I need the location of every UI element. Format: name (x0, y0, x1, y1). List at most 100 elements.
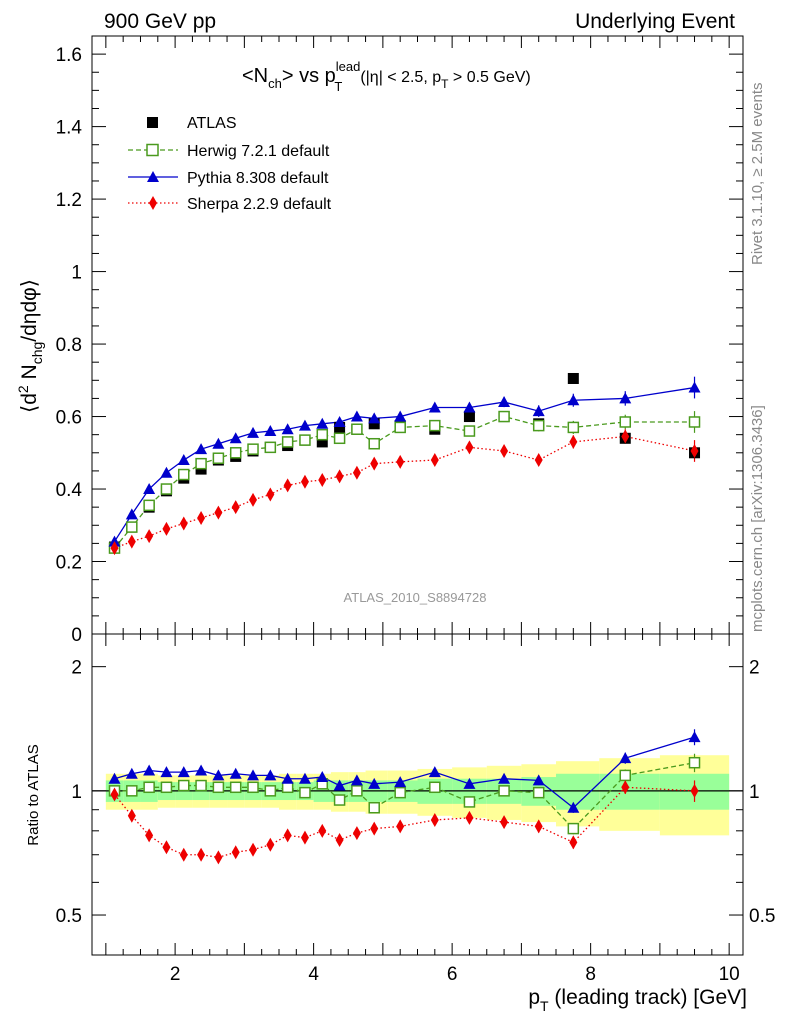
header-right: Underlying Event (575, 10, 735, 33)
data-point-main-1 (126, 521, 138, 533)
data-point-main-1 (463, 425, 476, 437)
data-point-ratio-3 (283, 828, 292, 843)
legend-entry-atlas: ATLAS (147, 115, 237, 132)
data-point-main-3 (283, 478, 292, 493)
y-tick-label-ratio-right: 0.5 (749, 906, 775, 927)
chart-title: <Nch> vs plead T(|η| < 2.5, pT > 0.5 GeV) (242, 59, 531, 94)
data-point-ratio-3 (370, 821, 379, 836)
data-point-main-1 (351, 423, 363, 435)
data-point-main-3 (249, 492, 258, 507)
data-point-ratio-1 (498, 785, 510, 797)
data-point-main-2 (247, 426, 260, 438)
data-point-main-1 (429, 419, 441, 432)
title-cond-sub: T (441, 77, 449, 91)
data-point-ratio-1 (281, 781, 294, 794)
data-point-main-2 (428, 401, 441, 413)
legend-marker-herwig (146, 143, 159, 157)
data-point-ratio-1 (143, 781, 155, 794)
data-point-main-3 (110, 541, 119, 556)
data-point-ratio-1 (229, 781, 242, 794)
data-point-main-2 (298, 419, 311, 431)
y-tick-label-ratio-right: 2 (749, 658, 760, 679)
x-tick-label: 2 (170, 964, 181, 985)
title-mid: > vs p (282, 65, 336, 87)
data-point-main-3 (300, 474, 309, 489)
data-point-ratio-2 (177, 766, 190, 778)
legend-label-pythia: Pythia 8.308 default (187, 170, 329, 187)
data-point-main-3 (127, 534, 136, 549)
data-point-main-1 (229, 447, 242, 459)
title-mid-sup: lead (336, 59, 361, 74)
data-point-ratio-1 (212, 781, 225, 794)
y-tick-label-ratio-left: 0.5 (56, 906, 82, 927)
data-point-ratio-3 (197, 847, 206, 862)
data-point-ratio-1 (429, 781, 441, 794)
data-point-main-3 (352, 465, 361, 480)
legend-label-sherpa: Sherpa 2.2.9 default (187, 196, 332, 213)
y-tick-label-ratio-left: 1 (71, 782, 82, 803)
data-point-ratio-2 (428, 766, 441, 778)
data-point-main-1 (212, 452, 225, 464)
rivet-label: Rivet 3.1.10, ≥ 2.5M events (749, 83, 766, 266)
data-point-ratio-1 (160, 781, 173, 794)
data-point-ratio-1 (394, 786, 406, 799)
data-point-ratio-3 (127, 808, 136, 823)
data-point-ratio-2 (212, 769, 225, 781)
data-point-ratio-2 (532, 774, 545, 786)
data-point-main-2 (229, 432, 242, 444)
title-prefix-sub: ch (268, 76, 282, 91)
data-point-ratio-1 (463, 796, 476, 808)
y-tick-label-main: 0.2 (56, 553, 82, 574)
data-point-main-2 (688, 381, 701, 393)
data-point-ratio-3 (110, 787, 119, 802)
main-ylabel-sup: 2 (15, 385, 31, 393)
data-point-main-3 (534, 453, 543, 468)
data-point-ratio-1 (264, 785, 277, 797)
data-point-main-3 (335, 469, 344, 484)
data-point-ratio-2 (316, 771, 329, 783)
data-point-ratio-2 (229, 767, 242, 779)
legend-entry-pythia: Pythia 8.308 default (128, 170, 329, 187)
data-point-ratio-1 (126, 785, 138, 797)
data-point-ratio-3 (249, 842, 258, 857)
data-point-ratio-2 (368, 777, 381, 789)
data-point-main-2 (143, 483, 156, 495)
data-point-main-3 (621, 429, 630, 444)
data-point-ratio-2 (108, 772, 121, 784)
data-point-main-3 (179, 516, 188, 531)
data-point-ratio-3 (569, 835, 578, 850)
data-point-main-3 (690, 443, 699, 458)
data-point-main-2 (108, 535, 121, 547)
x-tick-label: 8 (585, 964, 596, 985)
y-tick-label-main: 0 (71, 625, 82, 646)
main-ylabel-b: N (18, 364, 41, 385)
main-ylabel-a: ⟨d (18, 393, 41, 413)
data-point-ratio-1 (532, 786, 545, 799)
data-point-main-2 (333, 415, 346, 427)
data-point-ratio-1 (178, 779, 190, 792)
data-point-ratio-1 (351, 785, 363, 797)
data-point-main-1 (143, 499, 155, 512)
data-point-main-3 (569, 434, 578, 449)
data-point-ratio-2 (567, 801, 580, 813)
data-point-ratio-2 (143, 764, 156, 776)
data-point-atlas (368, 418, 380, 430)
data-point-ratio-2 (160, 766, 173, 778)
data-point-ratio-2 (394, 776, 407, 788)
series-line-main-3 (114, 435, 695, 549)
main-ylabel-sub: chg (29, 342, 45, 365)
ratio-ylabel: Ratio to ATLAS (25, 744, 42, 845)
legend-label-atlas: ATLAS (187, 115, 237, 132)
data-point-atlas (334, 421, 346, 433)
y-tick-label-main: 0.4 (56, 480, 83, 501)
data-point-main-2 (177, 454, 190, 466)
title-cond-b: > 0.5 GeV) (448, 69, 530, 86)
data-point-ratio-3 (335, 833, 344, 848)
data-point-main-1 (160, 483, 173, 495)
title-mid-sub: T (334, 79, 342, 94)
y-tick-label-main: 1.2 (56, 190, 82, 211)
main-ylabel-c: /dηdφ⟩ (18, 279, 41, 342)
main-ylabel: ⟨d2 Nchg/dηdφ⟩ (15, 279, 45, 413)
data-point-ratio-1 (333, 794, 346, 806)
analysis-watermark: ATLAS_2010_S8894728 (344, 590, 487, 605)
